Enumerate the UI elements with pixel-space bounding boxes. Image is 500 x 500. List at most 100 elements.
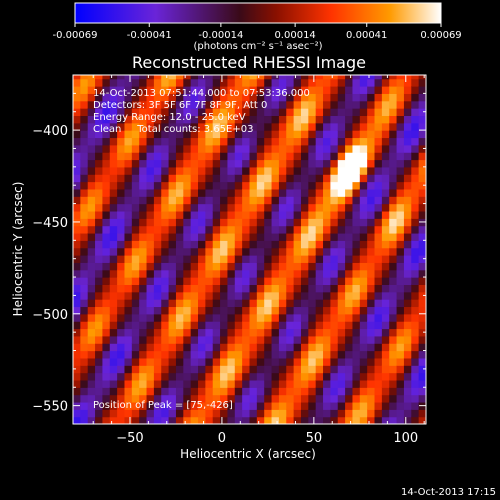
heatmap-cell	[337, 379, 346, 388]
heatmap-cell	[117, 313, 126, 322]
heatmap-cell	[198, 291, 206, 300]
heatmap-cell	[271, 328, 280, 337]
heatmap-cell	[102, 409, 111, 418]
heatmap-cell	[300, 174, 309, 183]
heatmap-cell	[330, 196, 339, 205]
heatmap-cell	[146, 255, 155, 263]
heatmap-cell	[300, 196, 309, 205]
heatmap-cell	[198, 357, 206, 366]
plot-frame	[72, 74, 427, 425]
heatmap-cell	[278, 409, 287, 418]
heatmap-cell	[212, 409, 221, 418]
heatmap-cell	[256, 328, 265, 337]
heatmap-cell	[109, 328, 118, 337]
heatmap-cell	[168, 255, 177, 263]
heatmap-cell	[308, 255, 317, 263]
heatmap-cell	[396, 321, 405, 330]
heatmap-cell	[300, 152, 309, 161]
heatmap-cell	[87, 284, 96, 293]
heatmap-cell	[220, 196, 229, 205]
heatmap-cell	[403, 196, 412, 205]
heatmap-cell	[190, 269, 199, 278]
heatmap-cell	[220, 350, 229, 359]
heatmap-cell	[87, 203, 96, 212]
heatmap-cell	[359, 78, 368, 87]
heatmap-cell	[227, 78, 236, 87]
heatmap-cell	[418, 144, 426, 153]
heatmap-cell	[264, 108, 273, 117]
heatmap-cell	[308, 321, 317, 330]
heatmap-cell	[411, 313, 420, 322]
heatmap-cell	[315, 306, 324, 315]
heatmap-cell	[102, 174, 111, 183]
heatmap-cell	[102, 313, 111, 322]
heatmap-cell	[212, 232, 221, 241]
heatmap-cell	[175, 262, 184, 271]
heatmap-cell	[190, 365, 199, 374]
heatmap-cell	[80, 115, 89, 124]
heatmap-cell	[234, 159, 243, 168]
heatmap-cell	[249, 108, 258, 117]
heatmap-cell	[95, 218, 104, 227]
heatmap-cell	[183, 255, 192, 263]
heatmap-cell	[315, 152, 324, 161]
heatmap-cell	[315, 328, 324, 337]
heatmap-cell	[190, 203, 199, 212]
heatmap-cell	[300, 269, 309, 278]
heatmap-cell	[418, 196, 426, 205]
heatmap-cell	[227, 262, 236, 271]
heatmap-cell	[131, 218, 140, 227]
heatmap-cell	[227, 277, 236, 285]
heatmap-cell	[337, 365, 346, 374]
heatmap-cell	[153, 159, 162, 168]
heatmap-cell	[183, 137, 192, 146]
heatmap-cell	[367, 188, 376, 197]
heatmap-cell	[161, 210, 170, 219]
heatmap-cell	[308, 166, 317, 175]
heatmap-cell	[271, 122, 280, 131]
heatmap-cell	[146, 365, 155, 374]
heatmap-cell	[73, 284, 81, 293]
heatmap-cell	[345, 122, 354, 131]
heatmap-cell	[220, 313, 229, 322]
heatmap-cell	[73, 78, 81, 87]
heatmap-cell	[146, 203, 155, 212]
heatmap-cell	[161, 225, 170, 234]
heatmap-cell	[146, 313, 155, 322]
heatmap-cell	[117, 166, 126, 175]
heatmap-cell	[330, 144, 339, 153]
heatmap-cell	[124, 284, 133, 293]
heatmap-cell	[183, 240, 192, 249]
heatmap-cell	[337, 100, 346, 109]
heatmap-cell	[117, 321, 126, 330]
heatmap-cell	[153, 188, 162, 197]
heatmap-cell	[389, 343, 398, 352]
heatmap-cell	[146, 357, 155, 366]
heatmap-cell	[286, 152, 295, 161]
heatmap-cell	[109, 188, 118, 197]
heatmap-cell	[249, 291, 258, 300]
heatmap-cell	[87, 137, 96, 146]
heatmap-cell	[242, 269, 251, 278]
heatmap-cell	[323, 313, 331, 322]
heatmap-cell	[403, 409, 412, 418]
heatmap-cell	[131, 225, 140, 234]
heatmap-cell	[168, 108, 177, 117]
heatmap-cell	[146, 210, 155, 219]
heatmap-cell	[205, 372, 214, 381]
heatmap-cell	[396, 174, 405, 183]
heatmap-cell	[227, 299, 236, 308]
heatmap-cell	[411, 262, 420, 271]
heatmap-cell	[124, 115, 133, 124]
heatmap-cell	[352, 255, 361, 263]
heatmap-cell	[345, 269, 354, 278]
heatmap-cell	[242, 335, 251, 344]
heatmap-cell	[359, 379, 368, 388]
heatmap-cell	[139, 93, 148, 102]
heatmap-cell	[198, 277, 206, 285]
heatmap-cell	[227, 306, 236, 315]
heatmap-cell	[242, 218, 251, 227]
heatmap-cell	[286, 218, 295, 227]
heatmap-cell	[411, 137, 420, 146]
heatmap-cell	[87, 335, 96, 344]
